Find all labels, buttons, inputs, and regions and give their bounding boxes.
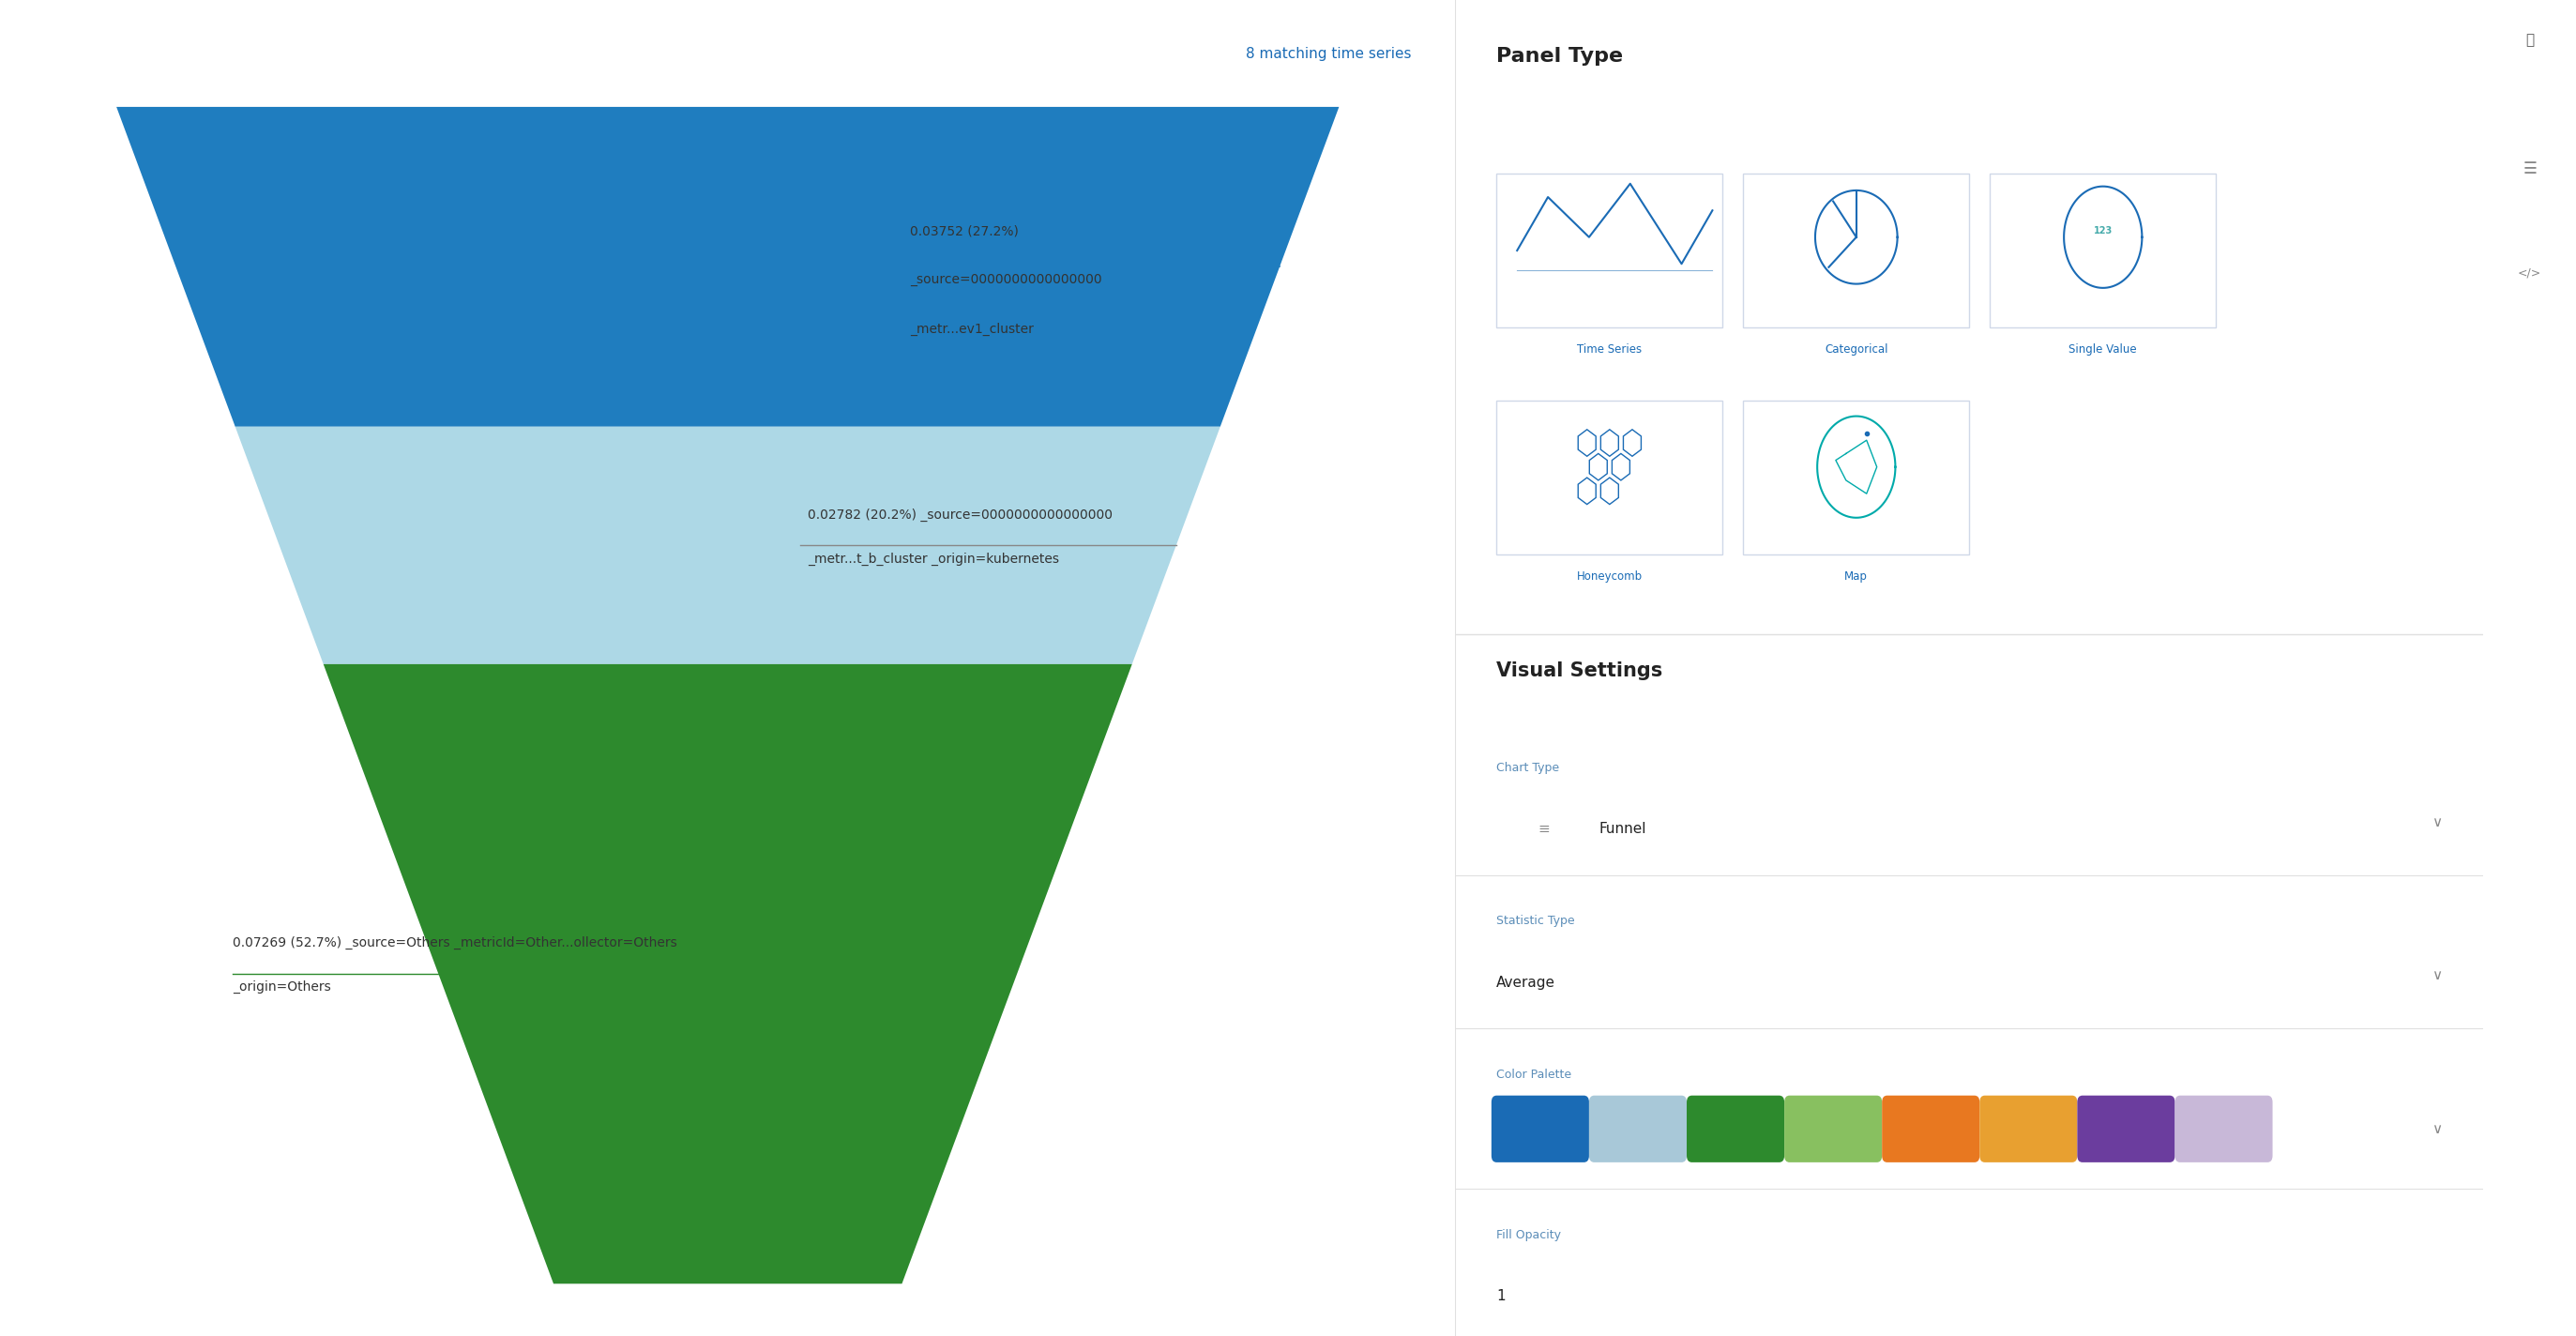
FancyBboxPatch shape — [2174, 1096, 2272, 1162]
FancyBboxPatch shape — [1497, 401, 1723, 554]
Text: _metr...ev1_cluster: _metr...ev1_cluster — [909, 323, 1033, 337]
FancyBboxPatch shape — [1687, 1096, 1785, 1162]
Text: ☰: ☰ — [2522, 160, 2537, 178]
Text: Chart Type: Chart Type — [1497, 762, 1558, 774]
Text: </>: </> — [2517, 267, 2543, 279]
Text: ∨: ∨ — [2432, 815, 2442, 830]
Text: Panel Type: Panel Type — [1497, 47, 1623, 65]
Polygon shape — [325, 664, 1131, 1284]
Text: 0.03752 (27.2%): 0.03752 (27.2%) — [909, 224, 1018, 238]
Text: 8 matching time series: 8 matching time series — [1247, 47, 1412, 61]
Polygon shape — [234, 426, 1221, 664]
Text: 0.07269 (52.7%) _source=Others _metricId=Other...ollector=Others: 0.07269 (52.7%) _source=Others _metricId… — [232, 937, 677, 950]
Text: Visual Settings: Visual Settings — [1497, 661, 1664, 680]
Text: Color Palette: Color Palette — [1497, 1069, 1571, 1081]
Text: Honeycomb: Honeycomb — [1577, 570, 1643, 582]
FancyBboxPatch shape — [1978, 1096, 2076, 1162]
Text: ∨: ∨ — [2432, 969, 2442, 983]
Text: Categorical: Categorical — [1824, 343, 1888, 355]
FancyBboxPatch shape — [1883, 1096, 1978, 1162]
Text: _metr...t_b_cluster _origin=kubernetes: _metr...t_b_cluster _origin=kubernetes — [809, 552, 1059, 565]
Text: Map: Map — [1844, 570, 1868, 582]
FancyBboxPatch shape — [1989, 174, 2215, 327]
FancyBboxPatch shape — [1589, 1096, 1687, 1162]
Text: Funnel: Funnel — [1600, 822, 1646, 836]
Polygon shape — [116, 107, 1340, 426]
Text: Fill Opacity: Fill Opacity — [1497, 1229, 1561, 1241]
FancyBboxPatch shape — [1744, 401, 1971, 554]
Text: ∨: ∨ — [2432, 1122, 2442, 1136]
Text: 123: 123 — [2094, 226, 2112, 235]
Text: Statistic Type: Statistic Type — [1497, 915, 1574, 927]
Text: ≡: ≡ — [1538, 822, 1551, 836]
FancyBboxPatch shape — [1497, 174, 1723, 327]
Text: Single Value: Single Value — [2069, 343, 2138, 355]
Text: Average: Average — [1497, 975, 1556, 990]
Text: _source=0000000000000000: _source=0000000000000000 — [909, 274, 1103, 287]
FancyBboxPatch shape — [1785, 1096, 1883, 1162]
FancyBboxPatch shape — [1492, 1096, 1589, 1162]
Text: _origin=Others: _origin=Others — [232, 981, 332, 994]
Text: 0.02782 (20.2%) _source=0000000000000000: 0.02782 (20.2%) _source=0000000000000000 — [809, 508, 1113, 521]
Text: 1: 1 — [1497, 1289, 1504, 1304]
Text: Time Series: Time Series — [1577, 343, 1641, 355]
FancyBboxPatch shape — [2076, 1096, 2174, 1162]
FancyBboxPatch shape — [1744, 174, 1971, 327]
Text: ⬜: ⬜ — [2524, 33, 2535, 48]
